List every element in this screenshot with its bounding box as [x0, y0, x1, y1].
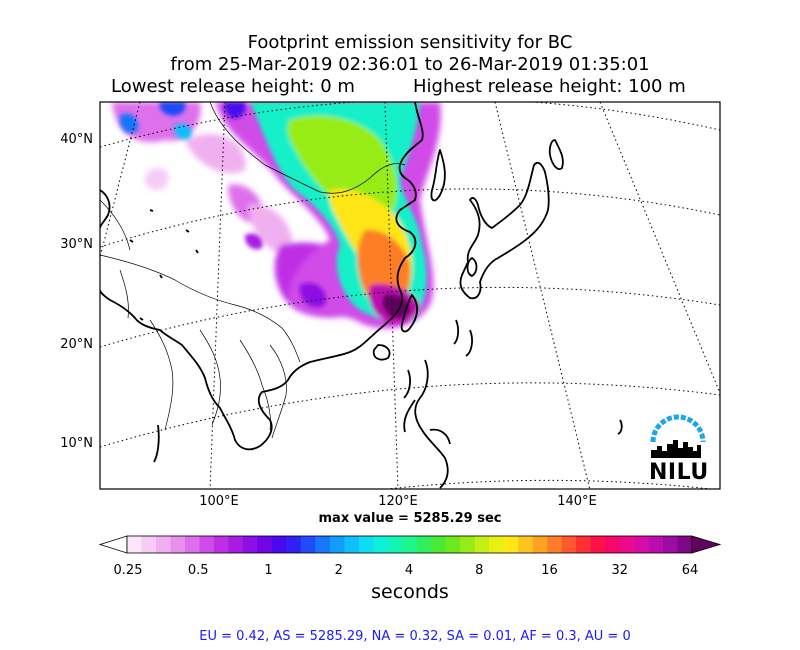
highest-release-height: Highest release height: 100 m: [413, 76, 686, 97]
colorbar-segment: [257, 536, 273, 553]
axis-labels: 40°N 30°N 20°N 10°N 100°E 120°E 140°E: [60, 132, 597, 509]
coastlines: [100, 102, 623, 489]
lon-label-120: 120°E: [378, 494, 418, 509]
lowest-release-height: Lowest release height: 0 m: [111, 76, 355, 97]
colorbar-segment: [547, 536, 563, 553]
colorbar-segment: [663, 536, 679, 553]
colorbar-segment: [605, 536, 621, 553]
lat-label-30: 30°N: [60, 237, 93, 252]
colorbar-segment: [228, 536, 244, 553]
colorbar-frame: [126, 535, 693, 554]
lon-label-100: 100°E: [199, 494, 239, 509]
nilu-logo-text: NILU: [649, 460, 709, 485]
colorbar-segment: [387, 536, 403, 553]
colorbar-tick-label: 0.5: [187, 563, 209, 578]
colorbar-segment: [590, 536, 606, 553]
colorbar-segment: [242, 536, 258, 553]
colorbar-tick-label: 64: [681, 563, 699, 578]
title-line-2: from 25-Mar-2019 02:36:01 to 26-Mar-2019…: [170, 54, 650, 75]
title-line-1: Footprint emission sensitivity for BC: [247, 32, 573, 53]
map-plot-area: [100, 102, 720, 489]
colorbar-min-extend: [98, 535, 128, 554]
colorbar-segment: [576, 536, 592, 553]
colorbar-segment: [677, 536, 693, 553]
colorbar-segment: [489, 536, 505, 553]
colorbar-segment: [373, 536, 389, 553]
colorbar-segment: [460, 536, 476, 553]
colorbar-segment: [561, 536, 577, 553]
colorbar-segment: [271, 536, 287, 553]
colorbar: [98, 535, 722, 554]
colorbar-segment: [170, 536, 186, 553]
colorbar-segment: [184, 536, 200, 553]
lat-label-10: 10°N: [60, 436, 93, 451]
colorbar-tick-label: 16: [541, 563, 558, 578]
colorbar-max-extend: [691, 535, 722, 554]
colorbar-segment: [155, 536, 171, 553]
max-value-label: max value = 5285.29 sec: [318, 511, 502, 526]
colorbar-segment: [402, 536, 418, 553]
colorbar-segment: [518, 536, 534, 553]
colorbar-segment: [286, 536, 302, 553]
colorbar-tick-label: 2: [334, 563, 343, 578]
colorbar-segment: [474, 536, 490, 553]
colorbar-tick-label: 0.25: [113, 563, 143, 578]
colorbar-tick-label: 1: [264, 563, 273, 578]
colorbar-segment: [344, 536, 360, 553]
colorbar-segment: [300, 536, 316, 553]
lat-label-20: 20°N: [60, 337, 93, 352]
colorbar-segment: [127, 536, 142, 553]
country-borders: [100, 102, 406, 439]
colorbar-segment: [416, 536, 432, 553]
colorbar-segment: [358, 536, 374, 553]
colorbar-tick-label: 8: [475, 563, 484, 578]
colorbar-segment: [213, 536, 229, 553]
colorbar-segment: [315, 536, 331, 553]
colorbar-segment: [648, 536, 664, 553]
lon-label-140: 140°E: [557, 494, 597, 509]
colorbar-tick-label: 4: [404, 563, 414, 578]
colorbar-segment: [199, 536, 215, 553]
colorbar-segment: [503, 536, 519, 553]
nilu-logo-icon: [650, 414, 706, 458]
colorbar-unit: seconds: [371, 581, 449, 603]
colorbar-segment: [634, 536, 650, 553]
sensitivity-field: [112, 102, 441, 329]
lat-label-40: 40°N: [60, 132, 93, 147]
colorbar-segment: [431, 536, 447, 553]
colorbar-segment: [445, 536, 461, 553]
map-frame: [99, 101, 721, 490]
colorbar-segment: [532, 536, 548, 553]
regional-totals: EU = 0.42, AS = 5285.29, NA = 0.32, SA =…: [199, 629, 631, 644]
colorbar-segment: [141, 536, 157, 553]
colorbar-segment: [329, 536, 345, 553]
colorbar-tick-label: 32: [611, 563, 629, 578]
colorbar-segment: [619, 536, 635, 553]
